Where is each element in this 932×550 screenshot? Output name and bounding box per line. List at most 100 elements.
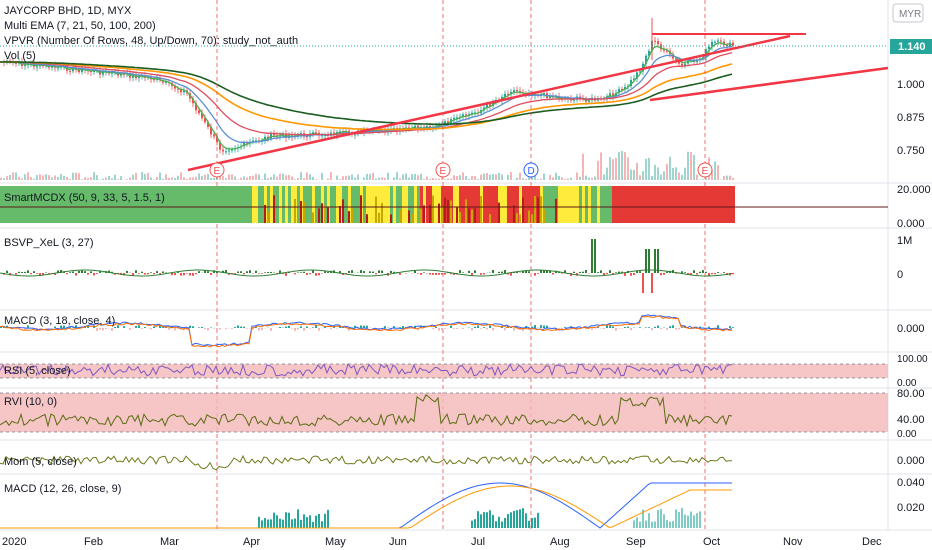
volume-bar [75, 172, 77, 180]
smartmcdx-overlay-bar [543, 209, 545, 223]
event-marker-label: E [702, 166, 709, 177]
macd-short-bar [159, 325, 161, 328]
bsvp-bar [21, 272, 23, 273]
candle-body [207, 122, 209, 128]
volume-bar [660, 174, 662, 180]
volume-bar [579, 176, 581, 180]
smartmcdx-bar [603, 186, 606, 223]
macd-short-bar [423, 325, 425, 328]
macd-short-bar [207, 328, 209, 331]
legend-multi-ema[interactable]: Multi EMA (7, 21, 50, 100, 200) [4, 20, 156, 32]
pane-title-rsi[interactable]: RSI (5, close) [4, 365, 71, 377]
macd-short-bar [609, 325, 611, 328]
volume-bar [36, 175, 38, 180]
rsi-pane[interactable]: RSI (5, close) 100.00 0.00 [0, 354, 928, 389]
smartmcdx-tick-0: 0.000 [897, 218, 925, 230]
smartmcdx-bar [702, 186, 705, 223]
smartmcdx-bar [711, 186, 714, 223]
macd-long-bar [525, 513, 527, 528]
macd-short-bar [372, 328, 374, 329]
bsvp-bar [267, 272, 269, 273]
bsvp-bar [717, 272, 719, 273]
smartmcdx-pane[interactable]: SmartMCDX (50, 9, 33, 5, 1.5, 1) 20.000 … [0, 184, 931, 230]
smartmcdx-bar [564, 186, 567, 223]
macd-long-bar [693, 515, 695, 528]
candle-body [24, 64, 26, 66]
macd-short-bar [360, 325, 362, 328]
smartmcdx-overlay-bar [411, 213, 413, 223]
smartmcdx-overlay-bar [300, 200, 302, 223]
volume-bar [105, 177, 107, 180]
macd-short-pane[interactable]: MACD (3, 18, close, 4) 0.000 [0, 314, 925, 348]
volume-bar [537, 179, 539, 180]
smartmcdx-bar [165, 186, 168, 223]
smartmcdx-bar [123, 186, 126, 223]
bsvp-bar [72, 271, 74, 273]
legend-vpvr[interactable]: VPVR (Number Of Rows, 48, Up/Down, 70): … [4, 35, 298, 47]
smartmcdx-bar [87, 186, 90, 223]
smartmcdx-bar [618, 186, 621, 223]
smartmcdx-overlay-bar [540, 196, 542, 223]
pane-title-macd-short[interactable]: MACD (3, 18, close, 4) [4, 315, 115, 327]
pane-title-rvi[interactable]: RVI (10, 0) [4, 396, 57, 408]
bsvp-bar [33, 271, 35, 273]
bsvp-bar [570, 273, 572, 276]
bsvp-bar [435, 273, 437, 275]
bsvp-bar [615, 272, 617, 273]
pane-title-bsvp[interactable]: BSVP_XeL (3, 27) [4, 237, 93, 249]
macd-short-bar [69, 327, 71, 328]
rvi-tick-80: 80.00 [897, 388, 925, 400]
macd-long-bar [285, 512, 287, 528]
macd-short-bar [315, 325, 317, 328]
macd-long-pane[interactable]: MACD (12, 26, close, 9) 0.040 0.020 [0, 477, 925, 529]
macd-long-bar [501, 521, 503, 528]
macd-short-bar [453, 328, 455, 329]
bsvp-bar [318, 273, 320, 276]
volume-bar [468, 178, 470, 180]
time-axis[interactable]: 2020 Feb Mar Apr May Jun Jul Aug Sep Oct… [2, 536, 882, 548]
candle-body [456, 117, 458, 119]
momentum-pane[interactable]: Mom (5, close) 0.000 [0, 454, 925, 471]
bsvp-bar [483, 273, 485, 275]
bsvp-bar [378, 270, 380, 273]
candle-body [504, 93, 506, 97]
volume-bar [60, 174, 62, 180]
macd-long-bar [498, 516, 500, 528]
rvi-pane[interactable]: RVI (10, 0) 80.00 40.00 0.00 [0, 388, 925, 440]
trendlines[interactable] [187, 33, 889, 172]
volume-bars [0, 150, 734, 180]
legend-volume[interactable]: Vol (5) [4, 50, 36, 62]
bsvp-bar [450, 273, 452, 275]
smartmcdx-bar [453, 186, 456, 223]
pane-title-smartmcdx[interactable]: SmartMCDX (50, 9, 33, 5, 1.5, 1) [4, 192, 165, 204]
smartmcdx-bar [417, 186, 420, 223]
smartmcdx-bar [468, 186, 471, 223]
smartmcdx-bar [195, 186, 198, 223]
smartmcdx-bar [285, 186, 288, 223]
candle-body [717, 40, 719, 42]
pane-title-mom[interactable]: Mom (5, close) [4, 456, 77, 468]
smartmcdx-tick-20: 20.000 [897, 184, 931, 196]
currency-button[interactable] [892, 3, 924, 23]
smartmcdx-overlay-bar [273, 195, 275, 223]
bsvp-bar [258, 273, 260, 274]
bsvp-bar [255, 270, 257, 273]
time-tick-apr: Apr [243, 536, 260, 548]
price-axis[interactable]: MYR 1.140 1.000 0.875 0.750 [890, 3, 932, 157]
pane-title-macd-long[interactable]: MACD (12, 26, close, 9) [4, 483, 121, 495]
candle-body [621, 89, 623, 91]
smartmcdx-bar [144, 186, 147, 223]
candle-body [549, 96, 551, 99]
volume-bar [165, 174, 167, 180]
smartmcdx-bar [657, 186, 660, 223]
bsvp-pane[interactable]: BSVP_XeL (3, 27) 1M 0 [0, 235, 912, 293]
smartmcdx-bar [579, 186, 582, 223]
macd-short-bar [399, 327, 401, 328]
volume-bar [291, 176, 293, 180]
smartmcdx-bar [315, 186, 318, 223]
bsvp-bar [636, 270, 638, 273]
macd-short-bar [255, 327, 257, 328]
